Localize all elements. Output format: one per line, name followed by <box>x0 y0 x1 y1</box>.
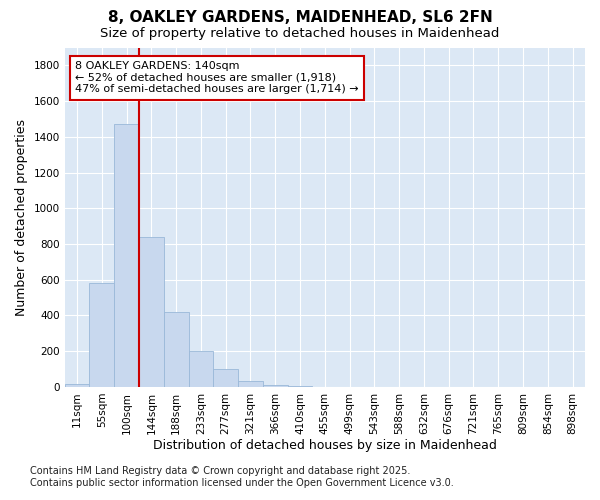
Bar <box>287 386 313 387</box>
Bar <box>89 284 114 387</box>
Bar <box>188 351 214 387</box>
Y-axis label: Number of detached properties: Number of detached properties <box>15 118 28 316</box>
Text: Contains HM Land Registry data © Crown copyright and database right 2025.
Contai: Contains HM Land Registry data © Crown c… <box>30 466 454 487</box>
Bar <box>263 385 287 387</box>
Bar <box>214 369 238 387</box>
Bar <box>238 380 263 387</box>
Text: Size of property relative to detached houses in Maidenhead: Size of property relative to detached ho… <box>100 28 500 40</box>
X-axis label: Distribution of detached houses by size in Maidenhead: Distribution of detached houses by size … <box>153 440 497 452</box>
Bar <box>65 384 89 387</box>
Bar <box>139 237 164 387</box>
Bar <box>164 312 188 387</box>
Text: 8 OAKLEY GARDENS: 140sqm
← 52% of detached houses are smaller (1,918)
47% of sem: 8 OAKLEY GARDENS: 140sqm ← 52% of detach… <box>75 61 359 94</box>
Bar <box>114 124 139 387</box>
Text: 8, OAKLEY GARDENS, MAIDENHEAD, SL6 2FN: 8, OAKLEY GARDENS, MAIDENHEAD, SL6 2FN <box>107 10 493 25</box>
